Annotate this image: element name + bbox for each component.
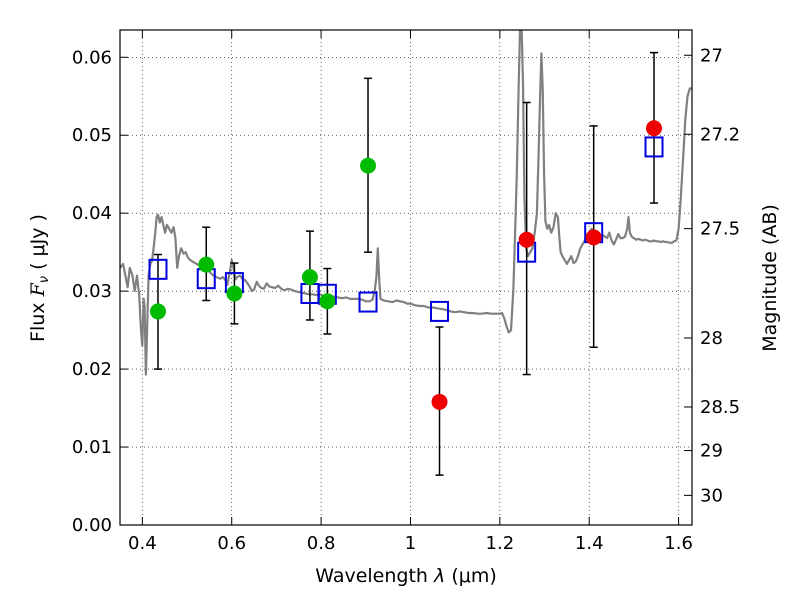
- x-tick-label: 1.6: [664, 533, 693, 554]
- axis-ticks: 0.4 0.6 0.8 1 1.2 1.4 1.6 0.00 0.01 0.02 0.03 0.04 0…: [72, 30, 740, 554]
- detection-points: [149, 120, 663, 410]
- green-detections-point: [226, 285, 243, 302]
- red-detections-point: [646, 120, 663, 137]
- y2-tick-label: 29: [700, 441, 723, 462]
- y2-tick-label: 27: [700, 45, 723, 66]
- red-detections-point: [431, 393, 448, 410]
- y2-tick-label: 30: [700, 485, 723, 506]
- x-tick-label: 1.4: [575, 533, 604, 554]
- y2-tick-label: 27.5: [700, 219, 740, 240]
- sed-template-layer: [120, 30, 692, 376]
- red-detections-point: [585, 229, 602, 246]
- x-tick-label: 0.6: [217, 533, 246, 554]
- y-tick-label: 0.03: [72, 281, 112, 302]
- x-tick-label: 0.4: [128, 533, 157, 554]
- x-tick-label: 1.2: [486, 533, 515, 554]
- green-detections-point: [198, 256, 215, 273]
- green-detections-point: [360, 157, 377, 174]
- x-axis-title: Wavelength λ (μm): [315, 565, 496, 587]
- error-bars: [153, 51, 659, 476]
- model-square: [358, 291, 378, 313]
- green-detections-point: [149, 303, 166, 320]
- model-square: [430, 300, 450, 322]
- model-square: [644, 136, 664, 158]
- y2-tick-label: 28.5: [700, 397, 740, 418]
- green-detections-point: [301, 269, 318, 286]
- y-tick-label: 0.02: [72, 359, 112, 380]
- y-tick-label: 0.06: [72, 47, 112, 68]
- y-tick-label: 0.00: [72, 515, 112, 536]
- y-axis-title: Flux Fν ( μJy ): [27, 214, 52, 342]
- red-detections-point: [518, 231, 535, 248]
- green-detections-point: [319, 293, 336, 310]
- x-tick-label: 1: [405, 533, 416, 554]
- y-tick-label: 0.04: [72, 203, 112, 224]
- x-tick-label: 0.8: [307, 533, 336, 554]
- y-tick-label: 0.05: [72, 125, 112, 146]
- y2-axis-title: Magnitude (AB): [759, 204, 781, 352]
- y-tick-label: 0.01: [72, 437, 112, 458]
- plot-frame: [119, 29, 693, 526]
- y2-tick-label: 28: [700, 328, 723, 349]
- sed-template-line: [120, 30, 692, 376]
- y2-tick-label: 27.2: [700, 124, 740, 145]
- model-square: [148, 258, 168, 280]
